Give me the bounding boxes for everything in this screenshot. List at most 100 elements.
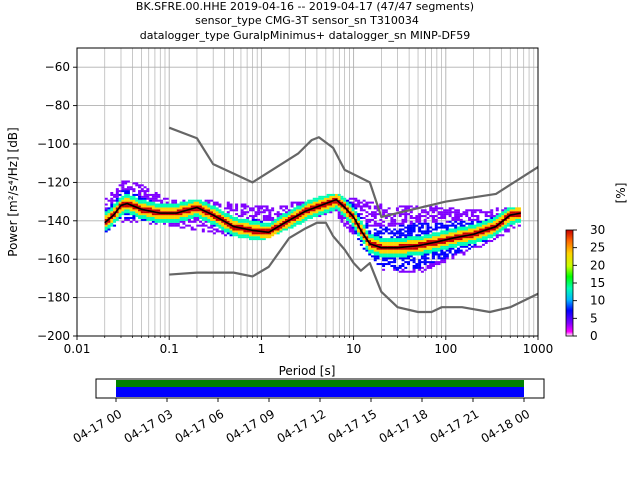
density-cell <box>443 253 447 256</box>
density-cell <box>373 247 377 250</box>
density-cell <box>459 230 463 233</box>
density-cell <box>476 238 480 241</box>
density-cell <box>445 245 449 248</box>
density-cell <box>104 213 108 216</box>
density-cell <box>395 232 399 235</box>
density-cell <box>398 247 402 250</box>
density-cell <box>418 261 422 264</box>
density-cell <box>248 220 252 223</box>
density-cell <box>476 222 480 225</box>
density-cell <box>193 218 197 221</box>
density-cell <box>179 201 183 204</box>
density-cell <box>232 220 236 223</box>
density-cell <box>243 213 247 216</box>
density-cell <box>187 213 191 216</box>
density-cell <box>487 215 491 218</box>
density-cell <box>260 238 264 241</box>
density-cell <box>351 218 355 221</box>
density-cell <box>443 247 447 250</box>
density-cell <box>409 220 413 223</box>
density-cell <box>298 220 302 223</box>
density-cell <box>473 226 477 229</box>
colorbar-gradient <box>565 229 574 337</box>
density-cell <box>207 218 211 221</box>
density-cell <box>384 226 388 229</box>
density-cell <box>495 226 499 229</box>
density-cell <box>124 188 128 191</box>
density-cell <box>390 224 394 227</box>
density-cell <box>340 215 344 218</box>
density-cell <box>107 220 111 223</box>
density-cell <box>138 213 142 216</box>
density-cell <box>215 228 219 231</box>
density-cell <box>454 220 458 223</box>
density-cell <box>240 218 244 221</box>
density-cell <box>174 211 178 214</box>
density-cell <box>495 222 499 225</box>
density-cell <box>387 232 391 235</box>
density-cell <box>104 211 108 214</box>
density-cell <box>434 261 438 264</box>
density-cell <box>140 195 144 198</box>
density-cell <box>423 251 427 254</box>
density-cell <box>212 207 216 210</box>
density-cell <box>418 216 422 219</box>
density-cell <box>351 197 355 200</box>
density-cell <box>149 197 153 200</box>
density-cell <box>254 211 258 214</box>
density-cell <box>401 218 405 221</box>
density-cell <box>468 240 472 243</box>
density-cell <box>506 224 510 227</box>
density-cell <box>254 220 258 223</box>
density-cell <box>132 188 136 191</box>
density-cell <box>221 220 225 223</box>
density-cell <box>190 199 194 202</box>
density-cell <box>285 213 288 216</box>
density-cell <box>370 218 374 221</box>
density-cell <box>146 201 150 204</box>
density-cell <box>429 240 433 243</box>
density-cell <box>149 215 153 218</box>
density-cell <box>235 205 239 208</box>
density-cell <box>143 192 147 195</box>
density-cell <box>110 211 114 214</box>
density-cell <box>373 255 377 258</box>
density-cell <box>454 249 458 252</box>
density-cell <box>298 215 302 218</box>
density-cell <box>362 240 366 243</box>
density-cell <box>459 218 463 221</box>
density-cell <box>423 238 427 241</box>
density-cell <box>470 232 474 235</box>
density-cell <box>226 216 230 219</box>
density-cell <box>146 203 150 206</box>
density-cell <box>456 222 460 225</box>
density-cell <box>218 203 222 206</box>
density-cell <box>468 241 472 244</box>
density-cell <box>321 197 325 200</box>
density-cell <box>379 249 383 252</box>
density-cell <box>470 213 474 216</box>
density-cell <box>454 238 458 241</box>
density-cell <box>210 216 214 219</box>
density-cell <box>501 226 505 229</box>
density-cell <box>456 247 460 250</box>
density-cell <box>384 253 388 256</box>
density-cell <box>459 213 463 216</box>
density-cell <box>354 207 358 210</box>
density-cell <box>290 226 294 229</box>
density-cell <box>387 251 391 254</box>
density-cell <box>337 205 341 208</box>
density-cell <box>157 209 161 212</box>
density-cell <box>140 215 144 218</box>
density-cell <box>124 205 128 208</box>
density-cell <box>251 209 255 212</box>
density-cell <box>340 218 344 221</box>
density-cell <box>132 199 136 202</box>
density-cell <box>243 230 247 233</box>
density-cell <box>420 266 424 269</box>
density-cell <box>365 232 369 235</box>
density-cell <box>151 197 155 200</box>
density-cell <box>459 226 463 229</box>
density-cell <box>443 236 447 239</box>
y-tick-label: −140 <box>37 214 70 228</box>
